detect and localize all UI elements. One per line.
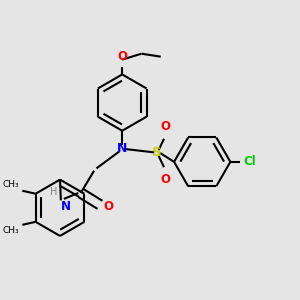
Text: CH₃: CH₃ [3, 180, 19, 189]
Text: O: O [117, 50, 127, 64]
Text: H: H [50, 188, 57, 197]
Text: O: O [103, 200, 113, 213]
Text: CH₃: CH₃ [3, 226, 19, 235]
Text: O: O [160, 120, 170, 134]
Text: O: O [160, 172, 170, 185]
Text: N: N [61, 200, 71, 213]
Text: Cl: Cl [243, 155, 256, 168]
Text: N: N [117, 142, 128, 155]
Text: S: S [152, 146, 162, 160]
